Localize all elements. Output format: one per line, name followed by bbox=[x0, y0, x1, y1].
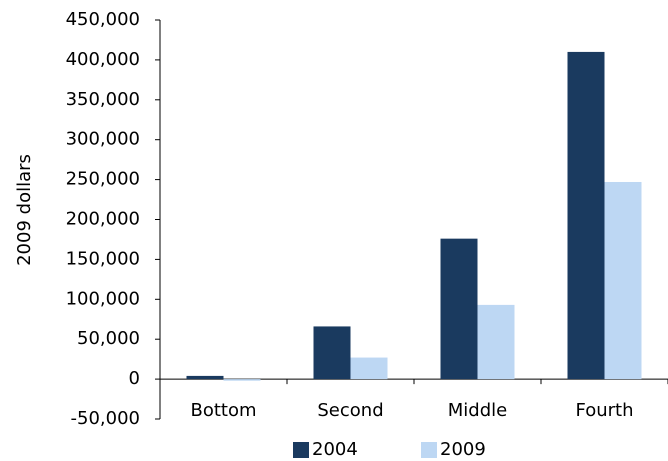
y-tick-label: 350,000 bbox=[66, 89, 140, 110]
bar-2004-middle bbox=[440, 238, 478, 380]
y-tick-label: 450,000 bbox=[66, 9, 140, 30]
y-tick-label: 300,000 bbox=[66, 129, 140, 150]
y-tick-label: 400,000 bbox=[66, 49, 140, 70]
y-axis-title: 2009 dollars bbox=[14, 154, 35, 266]
y-tick-label: 150,000 bbox=[66, 248, 140, 269]
bar-2009-fourth bbox=[604, 181, 642, 380]
y-axis: -50,000 0 50,000 100,000 150,000 200,000 250,0… bbox=[66, 9, 161, 429]
x-tick-label: Second bbox=[317, 400, 383, 421]
y-tick-label: 50,000 bbox=[77, 328, 140, 349]
y-tick-label: -50,000 bbox=[71, 408, 140, 429]
y-tick-label: 100,000 bbox=[66, 288, 140, 309]
x-axis: Bottom Second Middle Fourth bbox=[159, 378, 668, 421]
legend-swatch-2009 bbox=[421, 442, 437, 458]
legend: 2004 2009 bbox=[293, 439, 486, 460]
bar-2009-second bbox=[350, 357, 388, 380]
y-tick-label: 200,000 bbox=[66, 209, 140, 230]
y-tick-label: 250,000 bbox=[66, 169, 140, 190]
bar-2004-fourth bbox=[567, 51, 605, 380]
legend-label-2009: 2009 bbox=[440, 439, 486, 460]
bars bbox=[186, 51, 642, 381]
bar-2009-bottom bbox=[223, 379, 261, 381]
y-tick-label: 0 bbox=[129, 368, 140, 389]
x-tick-label: Fourth bbox=[576, 400, 634, 421]
bar-2004-second bbox=[313, 326, 351, 380]
bar-2009-middle bbox=[477, 304, 515, 380]
legend-label-2004: 2004 bbox=[312, 439, 358, 460]
x-tick-label: Bottom bbox=[190, 400, 256, 421]
bar-2004-bottom bbox=[186, 375, 224, 380]
x-tick-label: Middle bbox=[448, 400, 507, 421]
legend-swatch-2004 bbox=[293, 442, 309, 458]
